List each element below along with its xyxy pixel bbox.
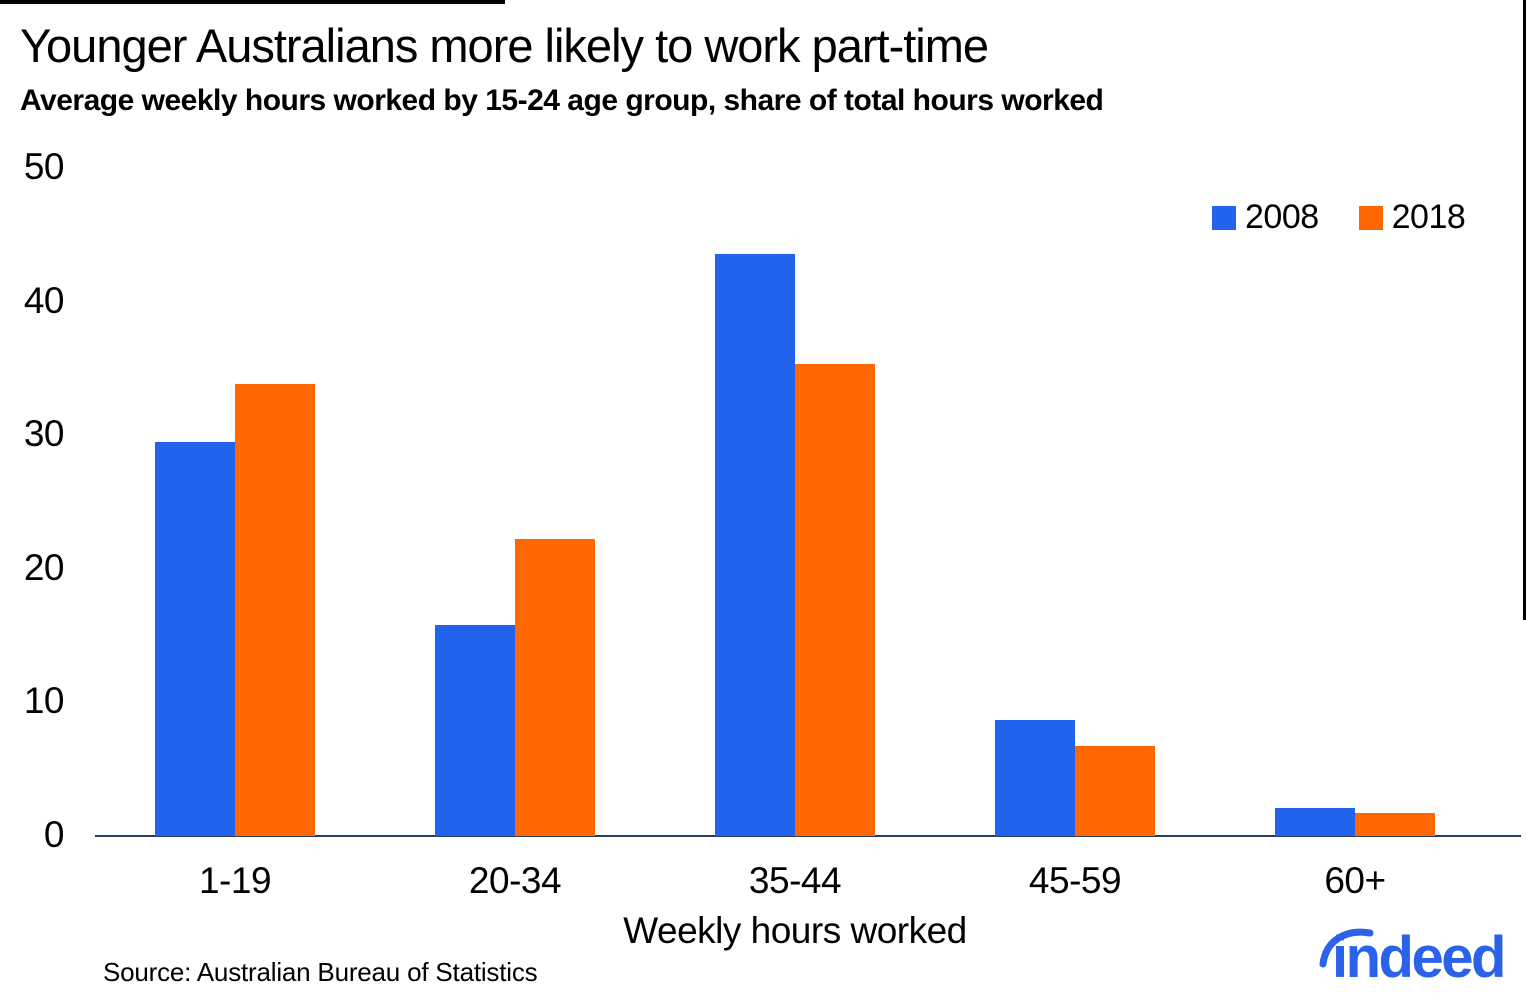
legend-swatch-2008 — [1212, 205, 1236, 230]
y-tick-label: 20 — [23, 546, 65, 588]
indeed-logo: indeed — [1318, 924, 1518, 994]
x-category-label: 1-19 — [198, 860, 272, 901]
x-axis-line — [95, 835, 1521, 837]
legend-item-2018: 2018 — [1358, 198, 1466, 237]
x-axis-title: Weekly hours worked — [623, 910, 967, 951]
x-category-label: 35-44 — [748, 860, 842, 901]
indeed-logo-text: indeed — [1332, 925, 1506, 990]
bar-2018-1-19 — [235, 384, 315, 836]
legend-label: 2018 — [1391, 198, 1466, 236]
bar-2018-60+ — [1355, 813, 1435, 836]
source-note: Source: Australian Bureau of Statistics — [103, 957, 538, 987]
chart-legend: 2008 2018 — [1212, 198, 1466, 237]
x-category-label: 45-59 — [1028, 860, 1122, 901]
bar-2008-60+ — [1275, 808, 1355, 836]
y-tick-label: 30 — [23, 413, 65, 455]
chart-subtitle: Average weekly hours worked by 15-24 age… — [20, 84, 1104, 117]
screenshot-right-border — [1523, 0, 1526, 620]
y-tick-label: 40 — [23, 279, 65, 321]
bar-2018-45-59 — [1075, 746, 1155, 836]
bar-2008-20-34 — [435, 625, 515, 836]
legend-label: 2008 — [1245, 198, 1319, 236]
indeed-logo-arc-icon — [1319, 928, 1374, 968]
x-category-label: 60+ — [1324, 860, 1386, 901]
y-tick-label: 50 — [23, 146, 65, 187]
bar-2018-35-44 — [795, 364, 875, 836]
x-category-label: 20-34 — [468, 860, 562, 901]
chart-title: Younger Australians more likely to work … — [20, 19, 989, 72]
legend-item-2008: 2008 — [1212, 198, 1319, 237]
bar-2008-35-44 — [715, 254, 795, 836]
legend-swatch-2018 — [1358, 205, 1383, 230]
bar-2008-1-19 — [155, 442, 235, 836]
y-tick-label: 10 — [23, 680, 65, 722]
bar-2018-20-34 — [515, 539, 595, 836]
y-tick-label: 0 — [43, 814, 65, 855]
screenshot-top-border — [0, 0, 505, 4]
bar-2008-45-59 — [995, 720, 1075, 836]
